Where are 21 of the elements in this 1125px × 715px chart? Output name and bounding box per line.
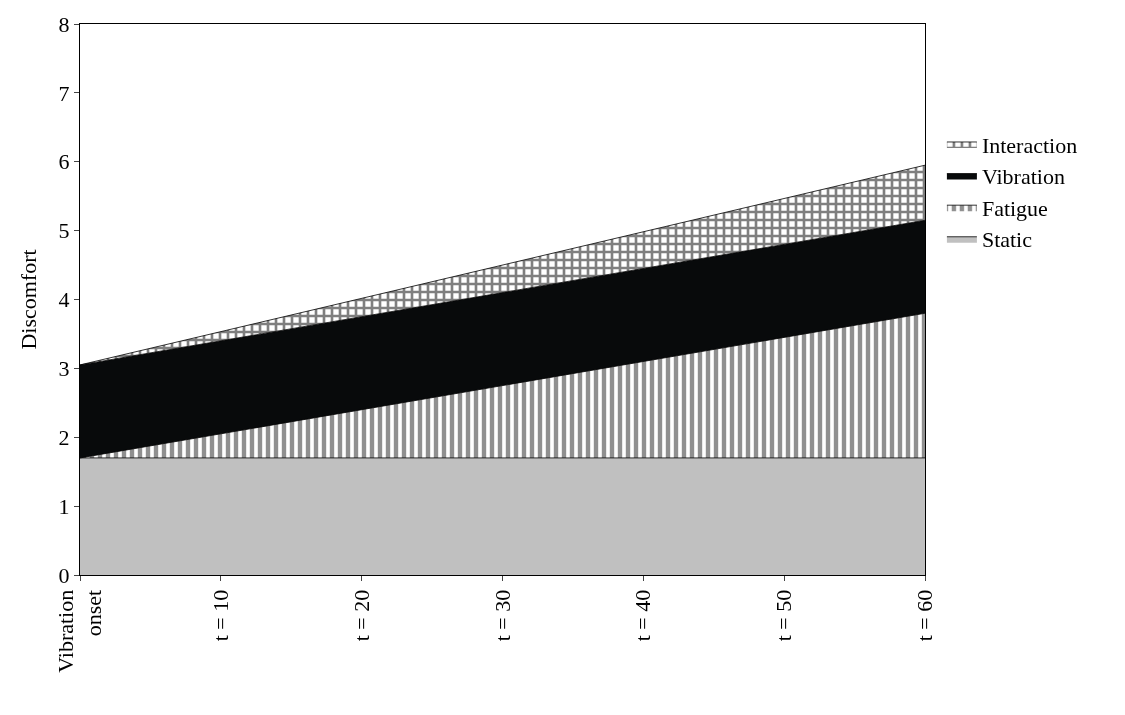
- y-tick-label: 2: [58, 424, 70, 450]
- y-tick-label: 1: [58, 493, 70, 519]
- y-tick-label: 3: [58, 356, 70, 382]
- legend-label: Interaction: [981, 132, 1078, 158]
- x-tick-label: Vibration onset: [52, 589, 107, 673]
- y-axis-title: Discomfort: [16, 249, 42, 350]
- legend-label: Static: [981, 227, 1033, 253]
- y-tick-label: 8: [58, 11, 70, 37]
- y-tick-label: 0: [58, 562, 70, 588]
- x-tick-label: t = 10: [207, 589, 233, 642]
- x-tick-label: t = 20: [348, 589, 374, 642]
- x-tick-label: t = 60: [912, 589, 938, 642]
- legend-label: Fatigue: [981, 195, 1048, 221]
- y-tick-label: 7: [58, 80, 70, 106]
- y-tick-label: 4: [58, 287, 70, 313]
- y-tick-label: 5: [58, 218, 70, 244]
- x-tick-label: t = 40: [630, 589, 656, 642]
- x-tick-label: t = 50: [771, 589, 797, 642]
- x-tick-label: t = 30: [489, 589, 515, 642]
- y-tick-label: 6: [58, 149, 70, 175]
- legend-label: Vibration: [981, 164, 1065, 190]
